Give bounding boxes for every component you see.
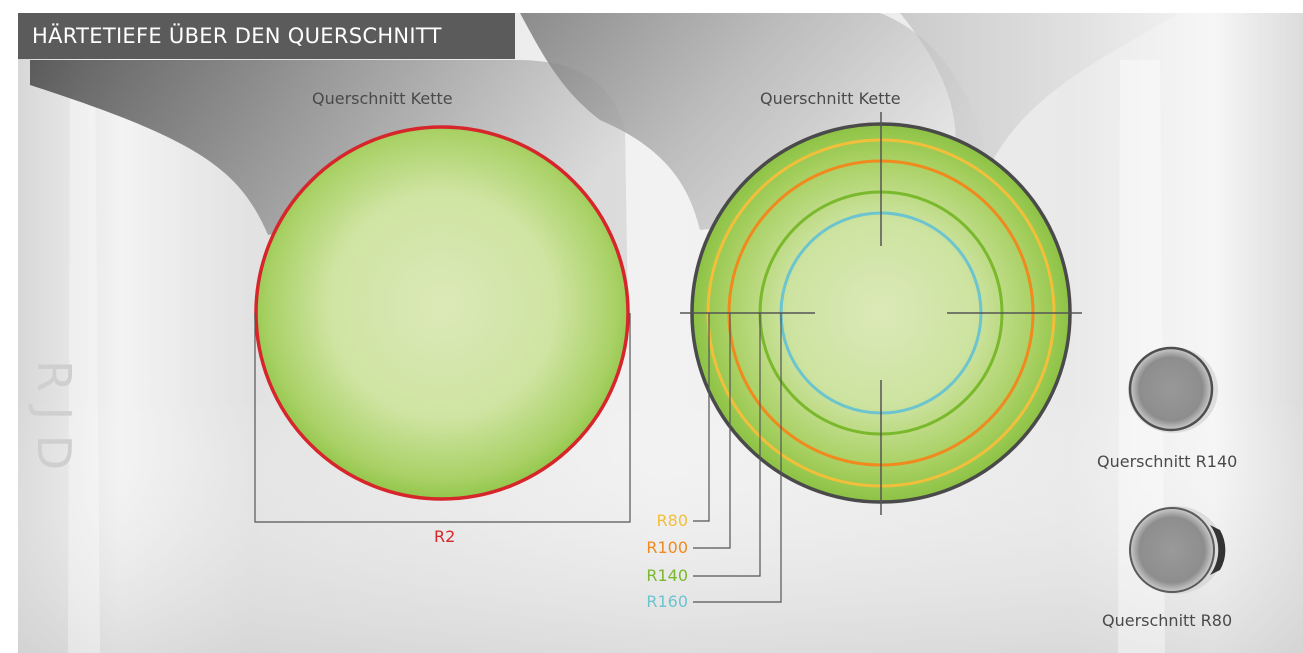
leader-line-r160 [693,313,782,603]
right-cross-section-fill [692,124,1070,502]
embossed-marking: R J D [27,360,81,470]
sample-r140-label: Querschnitt R140 [1097,452,1238,471]
sample-r140-photo [1128,346,1218,433]
right-cross-section [680,112,1082,603]
leader-line-r140 [693,313,761,577]
photo-highlight-left [68,60,100,653]
leader-line-r100 [693,313,731,549]
page-title: HÄRTETIEFE ÜBER DEN QUERSCHNITT [18,13,515,59]
left-cross-section-outline [254,125,630,501]
ring-label-r100: R100 [646,538,688,557]
ring-label-r80: R80 [656,511,688,530]
left-cross-section-fill [256,127,628,499]
ring-label-r160: R160 [646,592,688,611]
photo-highlight-right [1118,60,1165,653]
r2-dimension-bracket [254,313,631,523]
r2-label: R2 [434,527,456,546]
sample-r80-photo [1129,506,1226,594]
right-cross-section-title: Querschnitt Kette [760,89,901,108]
ring-label-r140: R140 [646,566,688,585]
leader-line-r80 [693,313,710,522]
sample-r80-label: Querschnitt R80 [1102,611,1233,630]
left-cross-section [254,125,631,523]
left-cross-section-title: Querschnitt Kette [312,89,453,108]
